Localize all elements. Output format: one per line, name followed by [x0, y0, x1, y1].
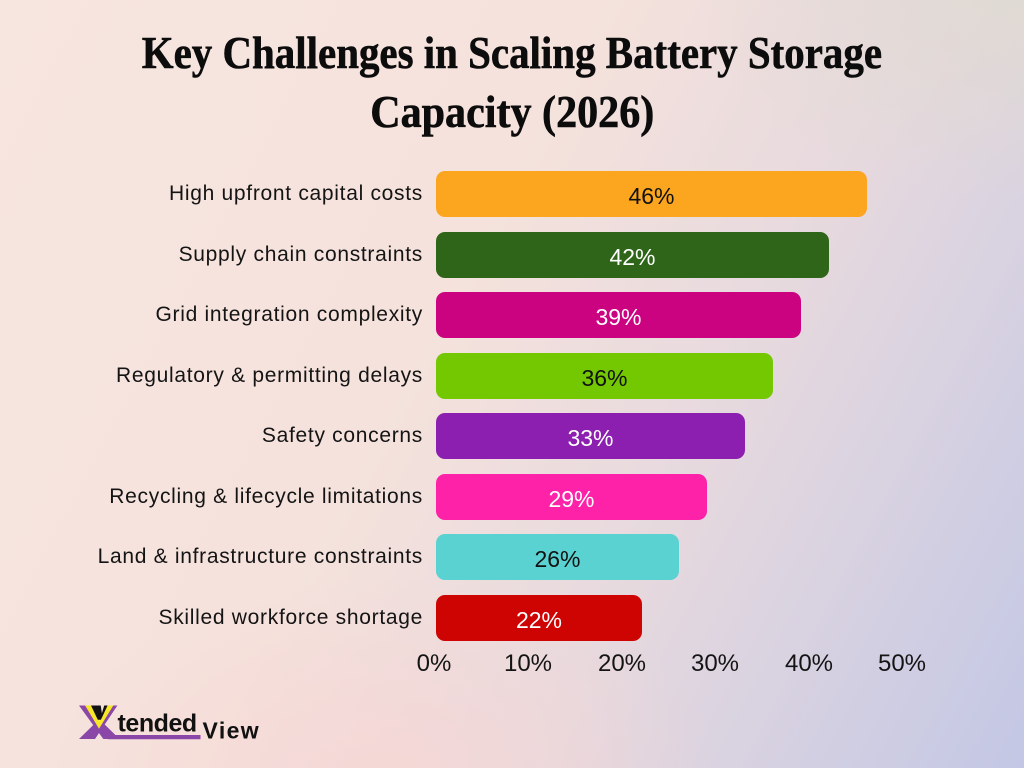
svg-text:View: View — [203, 718, 261, 744]
svg-text:tended: tended — [118, 710, 197, 738]
